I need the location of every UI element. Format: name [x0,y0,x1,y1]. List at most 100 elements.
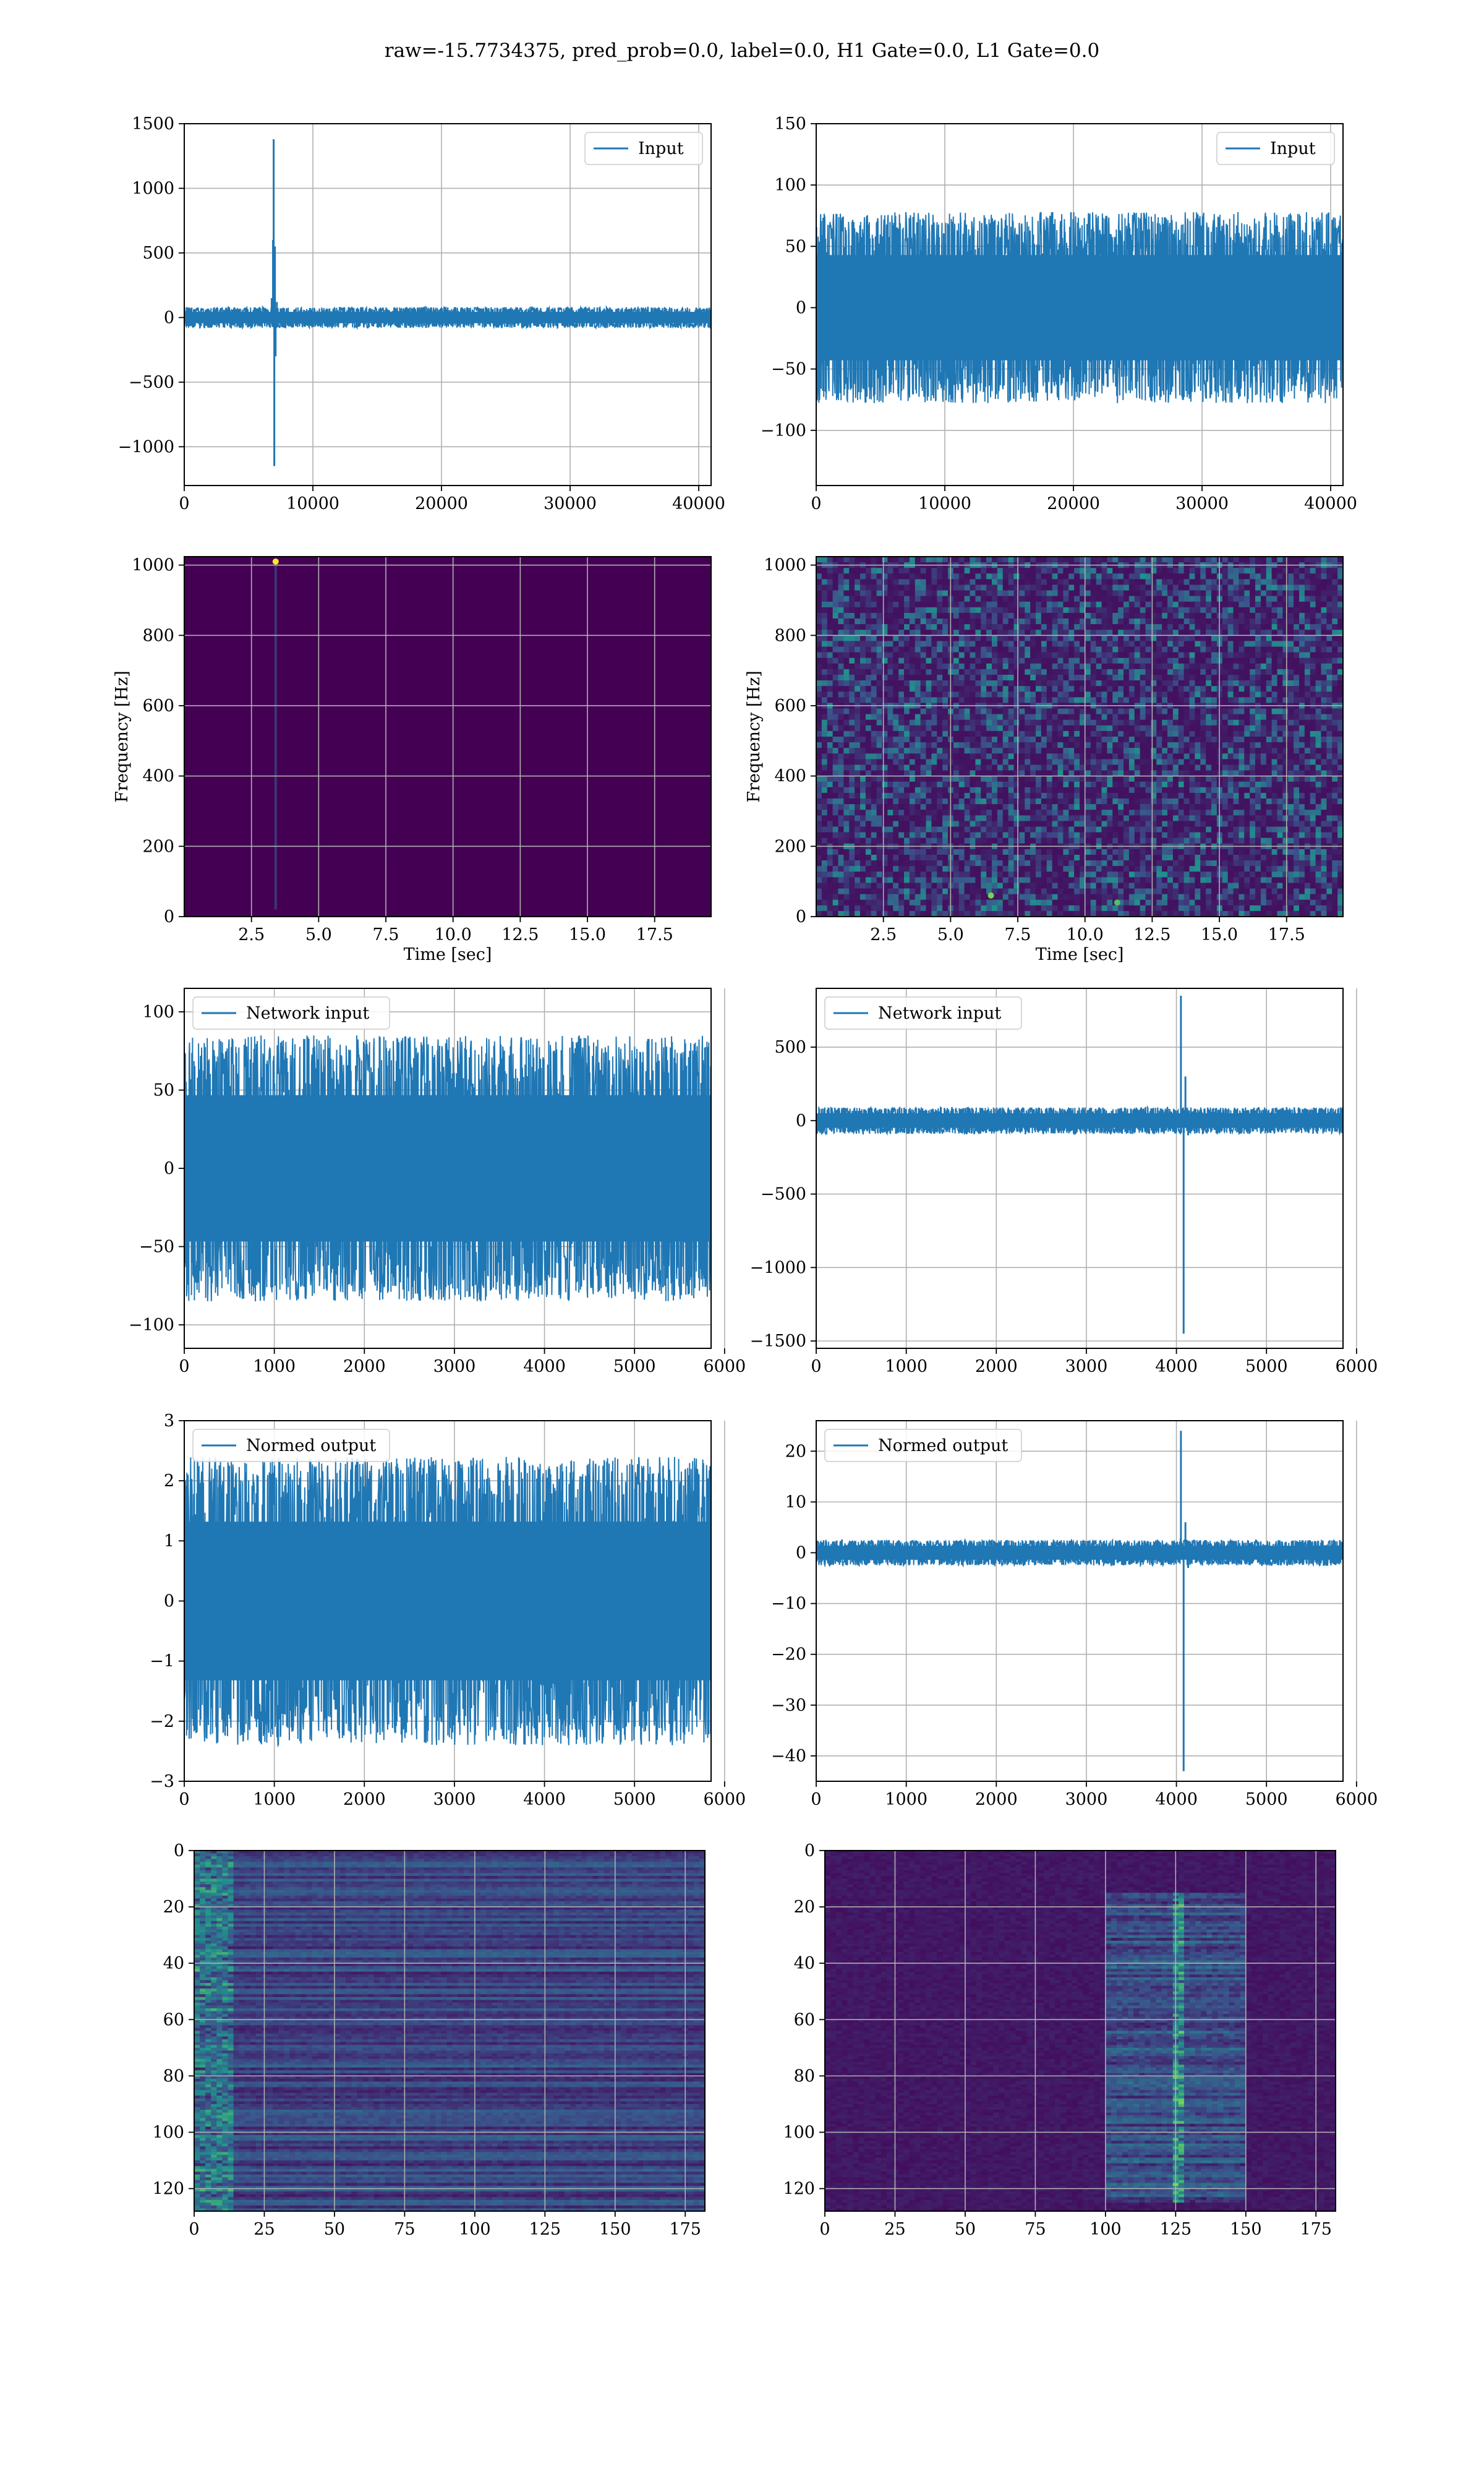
heatmap-cell [827,641,834,648]
heatmap-cell [920,781,927,788]
heatmap-cell [1052,877,1059,884]
heatmap-cell [882,894,888,901]
heatmap-cell [1008,792,1015,799]
heatmap-cell [1063,579,1069,586]
heatmap-cell [1206,714,1212,721]
heatmap-cell [926,584,932,591]
heatmap-cell [1156,737,1162,743]
heatmap-cell [882,719,888,726]
heatmap-cell [992,708,998,715]
heatmap-cell [1096,894,1102,901]
heatmap-cell [1227,781,1234,788]
heatmap-cell [1052,719,1059,726]
heatmap-cell [1206,748,1212,754]
heatmap-cell [865,730,872,737]
heatmap-cell [964,719,971,726]
heatmap-cell [832,697,839,704]
heatmap-cell [904,871,910,878]
heatmap-cell [1085,596,1091,602]
heatmap-cell [1151,657,1157,664]
heatmap-cell [1002,770,1009,777]
heatmap-cell [1057,810,1064,816]
heatmap-cell [865,854,872,861]
heatmap-cell [1101,568,1107,574]
heatmap-cell [1151,652,1157,659]
heatmap-cell [1030,737,1036,743]
heatmap-cell [931,584,937,591]
heatmap-cell [1041,815,1047,822]
heatmap-cell [1172,759,1179,766]
heatmap-cell [1134,708,1141,715]
heatmap-cell [1096,871,1102,878]
heatmap-cell [1013,630,1020,636]
heatmap-cell [1151,584,1157,591]
heatmap-cell [1036,910,1042,917]
heatmap-cell [1036,719,1042,726]
heatmap-cell [1063,849,1069,855]
heatmap-cell [920,849,927,855]
heatmap-cell [1008,596,1015,602]
heatmap-cell [958,832,965,839]
heatmap-cell [1002,742,1009,748]
heatmap-cell [1145,860,1151,867]
heatmap-cell [953,730,960,737]
heatmap-cell [1118,652,1124,659]
heatmap-cell [975,888,981,895]
heatmap-cell [1183,837,1190,844]
heatmap-cell [855,579,861,586]
heatmap-cell [1178,714,1185,721]
heatmap-cell [1151,866,1157,872]
heatmap-cell [887,663,893,670]
heatmap-cell [1200,652,1206,659]
heatmap-cell [1019,781,1025,788]
heatmap-cell [1156,590,1162,597]
heatmap-cell [1025,663,1031,670]
heatmap-cell [1002,607,1009,614]
heatmap-cell [1068,568,1075,574]
heatmap-cell [832,635,839,642]
heatmap-cell [1151,596,1157,602]
heatmap-cell [1074,804,1080,810]
heatmap-cell [1206,764,1212,771]
heatmap-cell [849,618,855,625]
heatmap-cell [1101,601,1107,608]
heatmap-cell [1118,557,1124,563]
heatmap-cell [970,691,976,698]
heatmap-cell [1227,759,1234,766]
heatmap-cell [882,624,888,630]
heatmap-cell [1128,792,1135,799]
heatmap-cell [1162,776,1168,782]
heatmap-cell [1134,770,1141,777]
heatmap-cell [1140,624,1146,630]
heatmap-cell [981,832,987,839]
heatmap-cell [1200,557,1206,563]
heatmap-cell [827,860,834,867]
heatmap-cell [909,787,916,794]
heatmap-cell [937,663,943,670]
heatmap-cell [816,737,822,743]
heatmap-cell [926,871,932,878]
heatmap-cell [1227,719,1234,726]
heatmap-cell [964,742,971,748]
heatmap-cell [898,764,905,771]
heatmap-cell [1156,764,1162,771]
heatmap-cell [1222,697,1229,704]
heatmap-cell [986,748,992,754]
heatmap-cell [953,641,960,648]
heatmap-cell [981,910,987,917]
heatmap-cell [1080,804,1086,810]
heatmap-cell [1195,630,1201,636]
heatmap-cell [843,776,850,782]
heatmap-cell [937,849,943,855]
heatmap-cell [942,748,949,754]
heatmap-cell [843,624,850,630]
heatmap-cell [1195,815,1201,822]
heatmap-cell [970,618,976,625]
heatmap-cell [1008,618,1015,625]
heatmap-cell [1019,866,1025,872]
heatmap-cell [1211,737,1217,743]
heatmap-cell [1090,568,1097,574]
heatmap-cell [1085,584,1091,591]
heatmap-cell [1118,719,1124,726]
heatmap-cell [876,630,883,636]
